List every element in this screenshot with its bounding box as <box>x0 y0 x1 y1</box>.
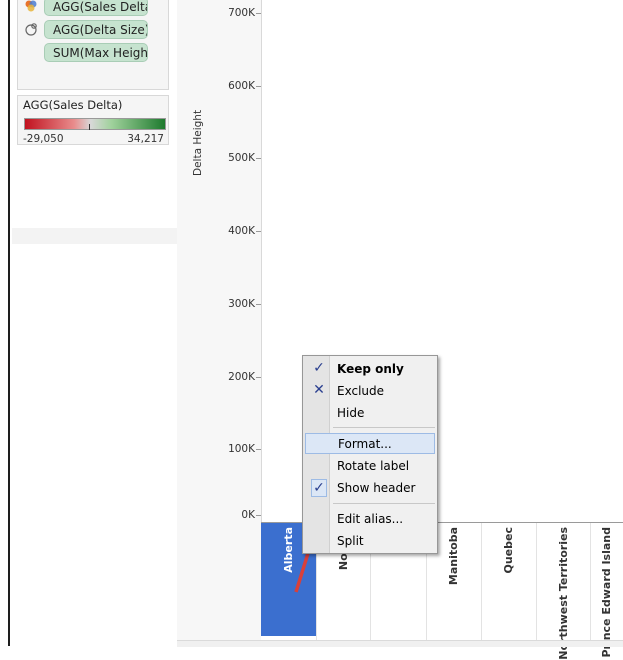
x-icon: ✕ <box>313 382 325 398</box>
menu-item-show-header[interactable]: ✓ Show header <box>305 478 435 499</box>
legend-min: -29,050 <box>23 133 64 145</box>
menu-item-format[interactable]: Format... <box>305 433 435 454</box>
menu-item-exclude[interactable]: ✕ Exclude <box>305 381 435 402</box>
y-axis-title[interactable]: Delta Height <box>192 109 204 176</box>
y-tick-mark <box>256 304 261 305</box>
pill-max-height[interactable]: SUM(Max Height f.. <box>44 42 148 62</box>
menu-item-edit-alias[interactable]: Edit alias... <box>337 512 404 526</box>
detail-slot <box>22 43 40 61</box>
pane-divider <box>12 228 177 244</box>
y-tick-mark <box>256 449 261 450</box>
pill-sales-delta[interactable]: AGG(Sales Delta) <box>44 0 148 16</box>
y-tick-mark <box>256 377 261 378</box>
check-icon: ✓ <box>311 479 327 497</box>
bottom-strip <box>177 640 623 647</box>
legend-midpoint-tick <box>89 124 90 130</box>
x-baseline <box>261 522 623 523</box>
menu-separator <box>333 503 435 504</box>
marks-card: AGG(Sales Delta) AGG(Delta Size) SUM(Max… <box>17 0 169 90</box>
menu-icon-gutter <box>303 356 330 553</box>
menu-item-keep-only[interactable]: ✓ Keep only <box>305 359 435 380</box>
y-tick-label: 100K <box>228 443 255 455</box>
size-icon <box>22 20 40 38</box>
menu-separator <box>333 427 435 428</box>
y-tick-mark <box>256 13 261 14</box>
y-tick-mark <box>256 86 261 87</box>
legend-max: 34,217 <box>127 133 164 145</box>
column-header-label: Prince Edward Island <box>599 527 613 658</box>
color-icon <box>22 0 40 15</box>
window-edge <box>0 0 10 646</box>
y-axis-area[interactable] <box>177 0 261 646</box>
y-tick-label: 400K <box>228 225 255 237</box>
menu-item-rotate-label[interactable]: Rotate label <box>337 459 410 473</box>
column-separator <box>590 523 591 646</box>
y-tick-label: 0K <box>241 509 255 521</box>
context-menu: ✓ Keep only ✕ Exclude Hide Format... Rot… <box>302 355 438 554</box>
y-tick-label: 200K <box>228 371 255 383</box>
column-header-4[interactable]: Quebec <box>481 523 536 636</box>
legend-title: AGG(Sales Delta) <box>23 98 123 112</box>
y-tick-mark <box>256 231 261 232</box>
y-tick-label: 500K <box>228 152 255 164</box>
y-tick-mark <box>256 158 261 159</box>
y-axis-line <box>261 0 262 522</box>
column-separator <box>426 523 427 646</box>
y-tick-mark <box>256 515 261 516</box>
column-header-label: Alberta <box>281 527 295 573</box>
y-tick-label: 300K <box>228 298 255 310</box>
column-header-6[interactable]: Prince Edward Island <box>590 523 623 658</box>
pill-delta-size[interactable]: AGG(Delta Size) <box>44 19 148 39</box>
color-legend: AGG(Sales Delta) -29,050 34,217 <box>17 95 169 145</box>
column-header-label: Quebec <box>501 527 515 574</box>
y-tick-label: 700K <box>228 7 255 19</box>
marks-row-detail: SUM(Max Height f.. <box>22 42 148 62</box>
marks-row-color: AGG(Sales Delta) <box>22 0 148 16</box>
check-icon: ✓ <box>313 360 325 376</box>
column-header-5[interactable]: Northwest Territories <box>536 523 591 660</box>
column-separator <box>481 523 482 646</box>
menu-item-hide[interactable]: Hide <box>337 406 365 420</box>
column-separator <box>370 523 371 646</box>
legend-gradient[interactable] <box>24 118 166 130</box>
menu-item-split[interactable]: Split <box>337 534 364 548</box>
column-separator <box>536 523 537 646</box>
y-tick-label: 600K <box>228 80 255 92</box>
marks-row-size: AGG(Delta Size) <box>22 19 148 39</box>
column-header-label: Manitoba <box>446 527 460 586</box>
